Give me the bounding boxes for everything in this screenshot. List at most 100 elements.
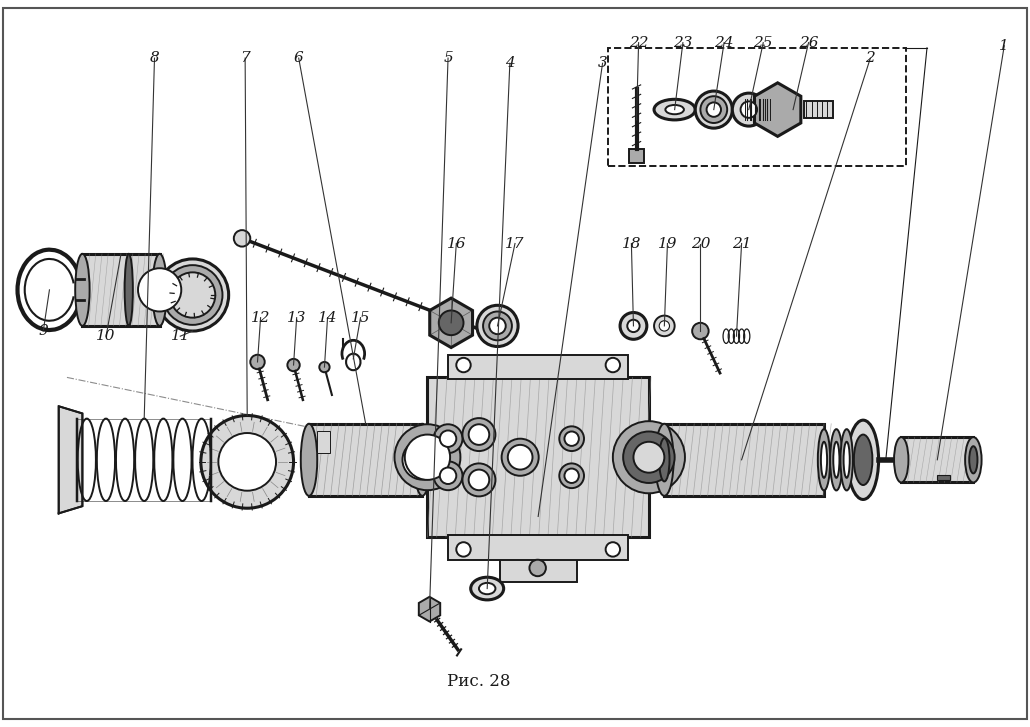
Ellipse shape [125, 254, 133, 326]
Text: 15: 15 [351, 310, 370, 325]
Circle shape [623, 432, 675, 483]
Text: 25: 25 [754, 36, 772, 49]
FancyBboxPatch shape [937, 475, 950, 481]
Circle shape [440, 467, 456, 484]
Polygon shape [59, 406, 82, 513]
Circle shape [502, 438, 539, 475]
FancyBboxPatch shape [448, 535, 628, 560]
Ellipse shape [654, 100, 695, 120]
Ellipse shape [844, 442, 850, 478]
Text: 8: 8 [149, 51, 160, 65]
Circle shape [456, 542, 471, 557]
Ellipse shape [665, 105, 684, 114]
Text: 3: 3 [597, 56, 608, 71]
Circle shape [508, 445, 533, 470]
Circle shape [250, 355, 265, 369]
FancyBboxPatch shape [500, 553, 577, 582]
Circle shape [659, 321, 670, 331]
Text: 12: 12 [251, 310, 270, 325]
Circle shape [559, 463, 584, 488]
Circle shape [559, 426, 584, 451]
Circle shape [654, 316, 675, 336]
Ellipse shape [75, 254, 90, 326]
Circle shape [477, 305, 518, 347]
Circle shape [469, 470, 489, 490]
Circle shape [319, 362, 330, 372]
Circle shape [627, 320, 640, 332]
Circle shape [732, 93, 765, 126]
Text: 1: 1 [999, 39, 1009, 53]
Circle shape [633, 442, 664, 473]
Circle shape [692, 323, 709, 340]
Text: 19: 19 [658, 236, 677, 251]
Text: 22: 22 [629, 36, 648, 49]
FancyBboxPatch shape [664, 424, 824, 496]
Text: 16: 16 [447, 236, 466, 251]
Ellipse shape [969, 446, 977, 473]
Circle shape [613, 421, 685, 494]
Circle shape [700, 96, 727, 123]
Ellipse shape [152, 254, 167, 326]
Polygon shape [754, 83, 801, 137]
Text: 21: 21 [732, 236, 751, 251]
Circle shape [403, 440, 442, 480]
Text: 14: 14 [318, 310, 337, 325]
FancyBboxPatch shape [745, 100, 776, 120]
FancyBboxPatch shape [804, 101, 833, 118]
Circle shape [170, 273, 215, 318]
Circle shape [695, 91, 732, 128]
Polygon shape [430, 298, 473, 348]
Ellipse shape [301, 424, 317, 496]
Circle shape [218, 433, 276, 491]
FancyBboxPatch shape [448, 355, 628, 379]
Circle shape [138, 268, 181, 311]
Circle shape [741, 101, 757, 118]
Circle shape [394, 425, 460, 490]
Ellipse shape [848, 420, 879, 499]
Text: 17: 17 [506, 236, 524, 251]
FancyBboxPatch shape [901, 437, 973, 483]
Text: 26: 26 [799, 36, 818, 49]
Circle shape [564, 469, 579, 483]
Ellipse shape [830, 429, 843, 491]
Ellipse shape [840, 429, 853, 491]
Circle shape [434, 462, 462, 490]
Text: 7: 7 [240, 51, 250, 65]
Ellipse shape [479, 583, 495, 594]
Ellipse shape [965, 437, 982, 483]
Ellipse shape [659, 438, 670, 481]
Circle shape [469, 425, 489, 445]
Polygon shape [419, 597, 440, 622]
Ellipse shape [894, 437, 908, 483]
Ellipse shape [818, 429, 830, 491]
FancyBboxPatch shape [82, 254, 160, 326]
Circle shape [707, 103, 721, 117]
FancyBboxPatch shape [427, 377, 649, 537]
Text: 5: 5 [443, 51, 453, 65]
FancyBboxPatch shape [629, 149, 644, 163]
Circle shape [462, 463, 495, 497]
Circle shape [529, 560, 546, 577]
FancyBboxPatch shape [317, 431, 330, 453]
Text: 10: 10 [97, 329, 115, 343]
Text: 24: 24 [715, 36, 733, 49]
Text: 13: 13 [287, 310, 306, 325]
Text: 2: 2 [865, 51, 875, 65]
Circle shape [606, 542, 620, 557]
Ellipse shape [655, 424, 674, 496]
Text: 4: 4 [505, 56, 515, 71]
Ellipse shape [854, 435, 872, 485]
Text: Рис. 28: Рис. 28 [447, 673, 511, 691]
Circle shape [405, 435, 450, 480]
Circle shape [462, 418, 495, 451]
Circle shape [439, 310, 464, 335]
Circle shape [434, 425, 462, 453]
Ellipse shape [414, 424, 431, 496]
Circle shape [564, 432, 579, 446]
Text: 9: 9 [38, 324, 48, 338]
Text: 18: 18 [622, 236, 641, 251]
Ellipse shape [833, 442, 839, 478]
Circle shape [201, 416, 294, 508]
FancyBboxPatch shape [309, 424, 422, 496]
Ellipse shape [471, 577, 504, 600]
